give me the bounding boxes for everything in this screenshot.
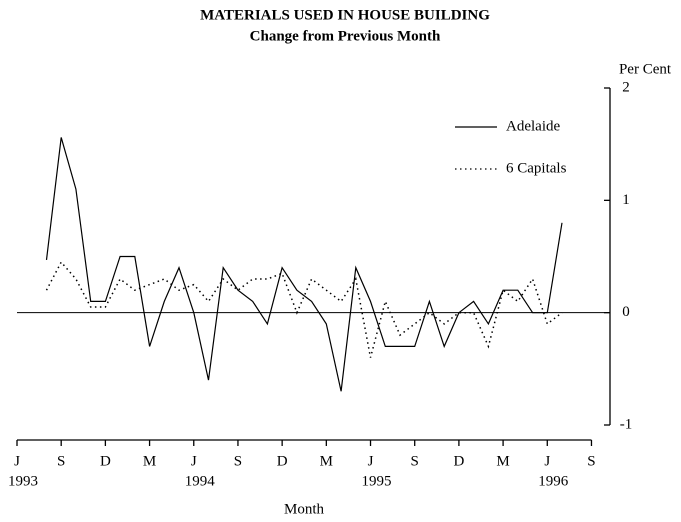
x-tick-label: M xyxy=(320,453,333,469)
y-tick-label: 2 xyxy=(622,79,630,95)
x-tick-label: J xyxy=(544,453,550,469)
x-tick-label: D xyxy=(100,453,111,469)
x-tick-label: J xyxy=(191,453,197,469)
series-line xyxy=(45,137,563,392)
y-tick-label: 1 xyxy=(622,192,630,208)
x-axis-label: Month xyxy=(284,501,325,517)
x-tick-label: S xyxy=(411,453,419,469)
chart-title: MATERIALS USED IN HOUSE BUILDING xyxy=(200,7,490,23)
x-tick-label: D xyxy=(277,453,288,469)
x-year-label: 1994 xyxy=(185,473,216,489)
x-tick-label: D xyxy=(453,453,464,469)
x-tick-label: J xyxy=(368,453,374,469)
x-tick-label: M xyxy=(143,453,156,469)
legend-label: Adelaide xyxy=(506,118,560,134)
x-year-label: 1995 xyxy=(362,473,392,489)
legend-label: 6 Capitals xyxy=(506,160,567,176)
x-year-label: 1993 xyxy=(8,473,38,489)
x-tick-label: M xyxy=(496,453,509,469)
x-tick-label: S xyxy=(587,453,595,469)
x-tick-label: J xyxy=(14,453,20,469)
series-line xyxy=(45,260,563,358)
chart-subtitle: Change from Previous Month xyxy=(250,28,441,44)
x-tick-label: S xyxy=(234,453,242,469)
y-axis-label: Per Cent xyxy=(619,61,672,77)
y-tick-label: -1 xyxy=(620,416,633,432)
x-year-label: 1996 xyxy=(538,473,569,489)
y-tick-label: 0 xyxy=(622,304,630,320)
x-tick-label: S xyxy=(57,453,65,469)
